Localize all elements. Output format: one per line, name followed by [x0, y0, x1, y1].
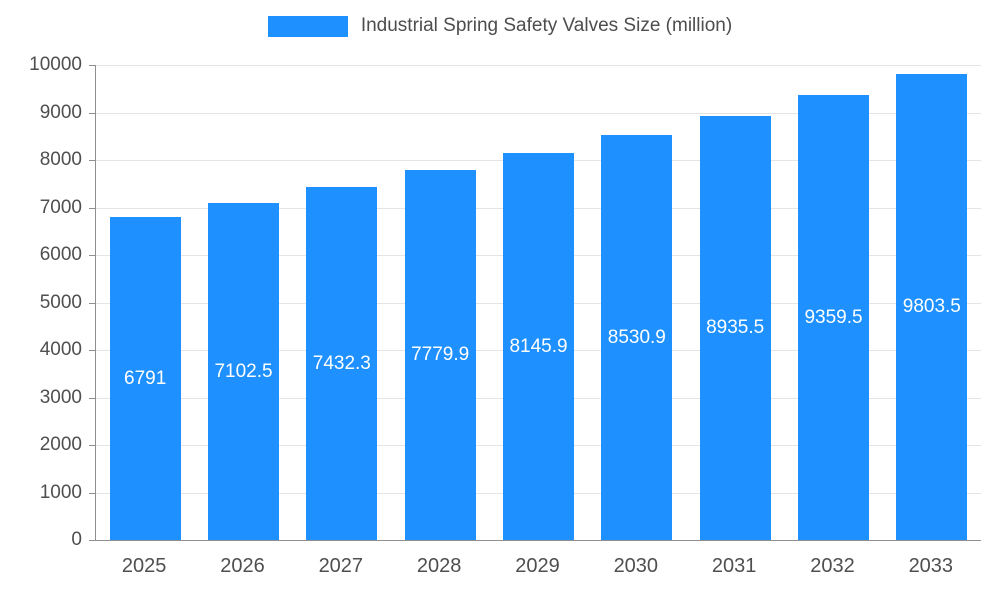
y-tick [89, 540, 95, 541]
bar-2033: 9803.5 [896, 74, 968, 540]
bar-2032: 9359.5 [798, 95, 869, 540]
bar-2026: 7102.5 [208, 203, 279, 540]
y-tick [89, 207, 95, 209]
bar-value-label: 6791 [124, 367, 167, 389]
y-tick [89, 112, 95, 114]
gridline [96, 112, 981, 114]
x-tick-label: 2028 [416, 555, 462, 577]
x-tick-label: 2032 [810, 555, 855, 577]
bar-value-label: 9359.5 [804, 306, 863, 328]
bar-value-label: 7102.5 [214, 360, 273, 382]
legend-swatch [267, 15, 348, 37]
bar-2030: 8530.9 [601, 135, 673, 540]
x-tick-label: 2031 [711, 555, 757, 577]
y-tick [89, 350, 95, 351]
y-tick-label: 8000 [39, 149, 82, 170]
bar-value-label: 7779.9 [411, 344, 470, 365]
bar-2028: 7779.9 [404, 170, 476, 540]
bar-2031: 8935.5 [699, 116, 771, 540]
x-tick-label: 2027 [318, 555, 364, 577]
y-tick-label: 0 [71, 529, 82, 550]
bar-value-label: 9803.5 [902, 296, 961, 317]
y-tick-label: 5000 [39, 291, 82, 313]
bar-2025: 6791 [109, 217, 181, 540]
y-tick-label: 6000 [39, 244, 82, 265]
chart-legend: Industrial Spring Safety Valves Size (mi… [0, 15, 1000, 37]
bar-value-label: 7432.3 [312, 352, 371, 374]
y-tick-label: 7000 [39, 196, 82, 218]
y-tick-label: 3000 [39, 386, 82, 408]
y-tick [89, 397, 95, 399]
x-tick-label: 2029 [515, 555, 560, 577]
bar-value-label: 8935.5 [706, 317, 765, 338]
bar-value-label: 8530.9 [607, 326, 666, 348]
y-tick-label: 2000 [39, 434, 82, 455]
bar-2029: 8145.9 [503, 153, 574, 540]
y-tick [89, 160, 95, 161]
y-tick-label: 4000 [39, 339, 82, 360]
bar-2027: 7432.3 [306, 187, 378, 540]
y-tick-label: 1000 [39, 481, 82, 503]
y-tick [89, 445, 95, 446]
y-tick [89, 255, 95, 256]
y-tick [89, 492, 95, 494]
y-tick [89, 65, 95, 66]
x-tick-label: 2025 [121, 555, 167, 577]
bar-value-label: 8145.9 [509, 335, 568, 357]
x-tick-label: 2030 [613, 555, 659, 577]
chart-title: Industrial Spring Safety Valves Size (mi… [360, 15, 733, 36]
y-tick [89, 302, 95, 304]
x-tick-label: 2033 [908, 555, 954, 577]
y-tick-label: 10000 [29, 54, 82, 75]
plot-area: 6791 7102.5 7432.3 7779.9 8145.9 8530.9 8935.5… [95, 65, 981, 541]
y-tick-label: 9000 [39, 101, 82, 123]
gridline [96, 65, 981, 66]
x-tick-label: 2026 [220, 555, 265, 577]
